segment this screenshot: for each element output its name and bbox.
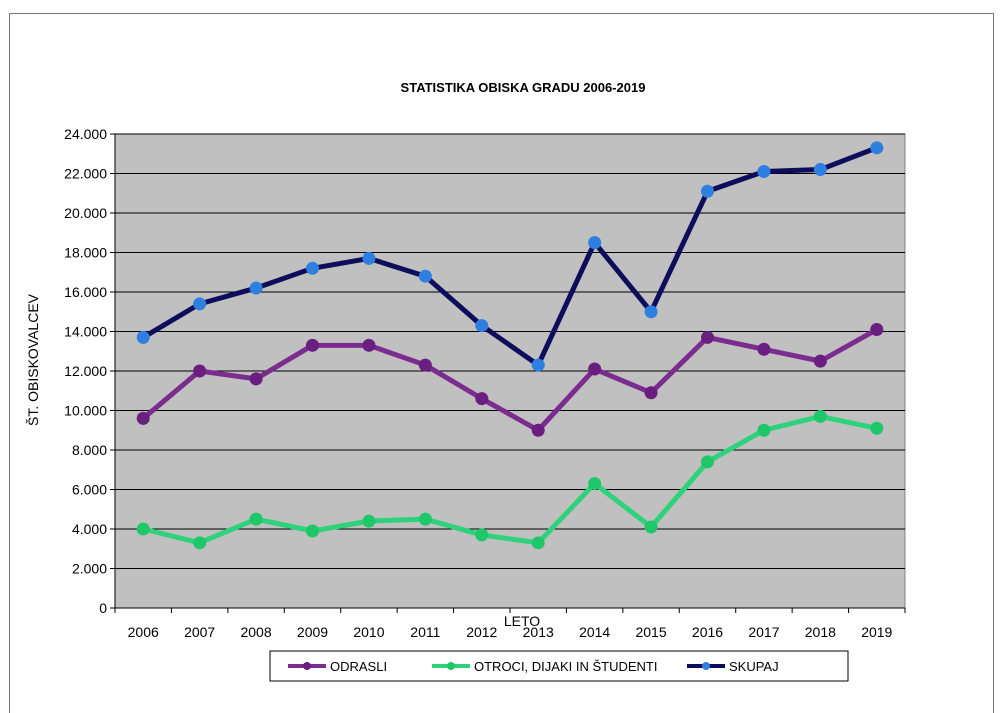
y-tick-label: 22.000 bbox=[64, 166, 107, 182]
data-point bbox=[306, 338, 319, 352]
y-axis-title: ŠT. OBISKOVALCEV bbox=[25, 293, 41, 426]
x-tick-label: 2019 bbox=[861, 624, 892, 640]
x-tick-label: 2015 bbox=[635, 624, 666, 640]
x-tick-label: 2011 bbox=[410, 624, 440, 640]
x-tick-label: 2007 bbox=[184, 624, 215, 640]
legend: ODRASLI OTROCI, DIJAKI IN ŠTUDENTI SKUPAJ bbox=[288, 659, 779, 674]
data-point bbox=[813, 409, 827, 423]
y-tick-label: 18.000 bbox=[64, 245, 107, 261]
data-point bbox=[193, 364, 207, 378]
data-point bbox=[757, 342, 771, 356]
data-point bbox=[870, 421, 884, 435]
data-point bbox=[531, 358, 545, 372]
y-tick-label: 4.000 bbox=[72, 521, 107, 537]
x-axis-ticks: 2006 2007 2008 2009 2010 2011 2012 2013 2014 2015… bbox=[114, 608, 906, 640]
y-tick-label: 12.000 bbox=[64, 363, 107, 379]
data-point bbox=[362, 338, 376, 352]
data-point bbox=[418, 512, 432, 526]
x-tick-label: 2009 bbox=[297, 624, 328, 640]
legend-box bbox=[269, 650, 849, 682]
legend-marker bbox=[702, 662, 710, 670]
y-tick-label: 20.000 bbox=[64, 205, 107, 221]
y-tick-label: 24.000 bbox=[64, 126, 107, 142]
data-point bbox=[701, 184, 714, 198]
data-point bbox=[362, 514, 376, 528]
x-tick-label: 2012 bbox=[466, 624, 497, 640]
data-point bbox=[531, 423, 545, 437]
data-point bbox=[757, 423, 771, 437]
x-tick-label: 2006 bbox=[128, 624, 159, 640]
y-tick-label: 14.000 bbox=[64, 324, 107, 340]
data-point bbox=[588, 236, 602, 250]
data-point bbox=[193, 297, 207, 311]
data-point bbox=[249, 372, 263, 386]
data-point bbox=[701, 330, 714, 344]
chart-title: STATISTIKA OBISKA GRADU 2006-2019 bbox=[401, 80, 646, 95]
data-point bbox=[249, 512, 263, 526]
legend-label: ODRASLI bbox=[330, 659, 387, 674]
data-point bbox=[701, 455, 714, 469]
series-line-0 bbox=[140, 327, 880, 433]
legend-label: SKUPAJ bbox=[729, 659, 779, 674]
data-point bbox=[644, 386, 658, 400]
data-point bbox=[136, 411, 150, 425]
data-point bbox=[136, 330, 150, 344]
data-point bbox=[757, 165, 771, 179]
data-point bbox=[306, 261, 319, 275]
y-tick-label: 16.000 bbox=[64, 284, 107, 300]
data-point bbox=[418, 269, 432, 283]
data-point bbox=[193, 536, 207, 550]
data-point bbox=[813, 163, 827, 177]
x-tick-label: 2014 bbox=[579, 624, 610, 640]
data-point bbox=[870, 141, 884, 155]
y-tick-label: 10.000 bbox=[64, 403, 107, 419]
data-point bbox=[362, 251, 376, 265]
series-group bbox=[136, 141, 884, 550]
data-point bbox=[475, 319, 489, 333]
x-tick-label: 2013 bbox=[523, 624, 554, 640]
x-tick-label: 2008 bbox=[240, 624, 271, 640]
y-tick-label: 0 bbox=[99, 600, 107, 616]
x-tick-label: 2017 bbox=[748, 624, 779, 640]
data-point bbox=[870, 323, 884, 337]
data-point bbox=[249, 281, 263, 295]
legend-marker bbox=[303, 662, 311, 670]
data-point bbox=[475, 528, 489, 542]
data-point bbox=[644, 520, 658, 534]
y-tick-label: 8.000 bbox=[72, 442, 107, 458]
x-tick-label: 2018 bbox=[805, 624, 836, 640]
data-point bbox=[418, 358, 432, 372]
gridlines bbox=[115, 133, 905, 569]
data-point bbox=[644, 305, 658, 319]
data-point bbox=[531, 536, 545, 550]
x-axis-title: LETO bbox=[504, 613, 540, 629]
y-tick-label: 6.000 bbox=[72, 482, 107, 498]
data-point bbox=[475, 392, 489, 406]
data-point bbox=[588, 362, 602, 376]
data-point bbox=[588, 477, 602, 491]
x-tick-label: 2010 bbox=[353, 624, 384, 640]
data-point bbox=[813, 354, 827, 368]
data-point bbox=[306, 524, 319, 538]
series-line-1 bbox=[140, 413, 880, 546]
y-axis-ticks: 0 2.000 4.000 6.000 8.000 10.000 12.000 14.000 1… bbox=[64, 126, 115, 616]
series-line-2 bbox=[140, 145, 880, 368]
y-tick-label: 2.000 bbox=[72, 561, 107, 577]
legend-marker bbox=[447, 662, 455, 670]
data-point bbox=[136, 522, 150, 536]
legend-label: OTROCI, DIJAKI IN ŠTUDENTI bbox=[474, 659, 657, 674]
x-tick-label: 2016 bbox=[692, 624, 723, 640]
